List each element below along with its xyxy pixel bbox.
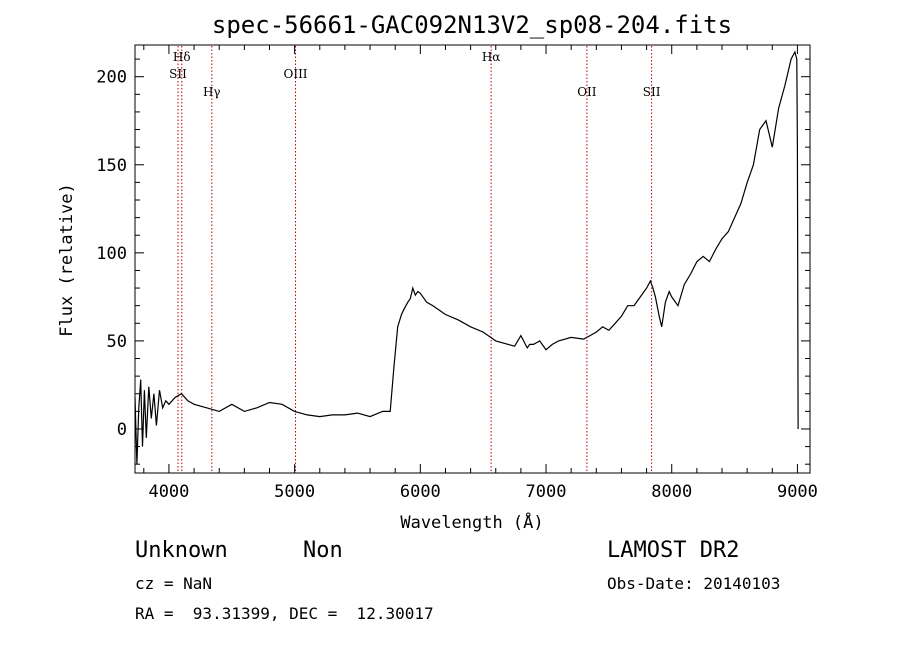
line-label-0: Hδ bbox=[173, 50, 191, 64]
line-label-4: Hα bbox=[482, 50, 501, 64]
obs-date-text: Obs-Date: 20140103 bbox=[607, 574, 781, 593]
survey-label: LAMOST DR2 bbox=[607, 538, 740, 563]
x-tick-label-2: 6000 bbox=[400, 482, 441, 502]
axis-ticks: 4000 5000 6000 7000 8000 9000 0 50 100 150 200 bbox=[96, 45, 818, 502]
spectrum-chart: spec-56661-GAC092N13V2_sp08-204.fits Hδ S… bbox=[57, 11, 818, 533]
y-axis-label: Flux (relative) bbox=[57, 183, 77, 337]
line-annotations: Hδ SII Hγ OIII Hα OII SII bbox=[169, 46, 661, 472]
y-tick-label-1: 50 bbox=[107, 332, 127, 352]
line-label-3: OIII bbox=[283, 67, 307, 81]
x-axis-label: Wavelength (Å) bbox=[400, 511, 543, 533]
x-tick-label-4: 8000 bbox=[651, 482, 692, 502]
x-tick-label-3: 7000 bbox=[526, 482, 567, 502]
x-tick-label-1: 5000 bbox=[274, 482, 315, 502]
chart-title: spec-56661-GAC092N13V2_sp08-204.fits bbox=[212, 11, 732, 39]
y-tick-label-2: 100 bbox=[96, 244, 127, 264]
line-label-1: SII bbox=[169, 67, 187, 81]
coordinates-text: RA = 93.31399, DEC = 12.30017 bbox=[135, 604, 434, 623]
y-tick-label-3: 150 bbox=[96, 156, 127, 176]
spectrum-series-line bbox=[134, 50, 799, 465]
object-type: Unknown bbox=[135, 538, 228, 563]
y-tick-label-0: 0 bbox=[117, 420, 127, 440]
plot-frame bbox=[134, 44, 811, 474]
line-label-6: SII bbox=[643, 85, 661, 99]
y-tick-label-4: 200 bbox=[96, 68, 127, 88]
x-tick-label-5: 9000 bbox=[777, 482, 818, 502]
redshift-text: cz = NaN bbox=[135, 574, 213, 593]
object-subclass: Non bbox=[303, 538, 343, 563]
line-label-5: OII bbox=[577, 85, 597, 99]
line-label-2: Hγ bbox=[203, 85, 221, 99]
x-tick-label-0: 4000 bbox=[148, 482, 189, 502]
